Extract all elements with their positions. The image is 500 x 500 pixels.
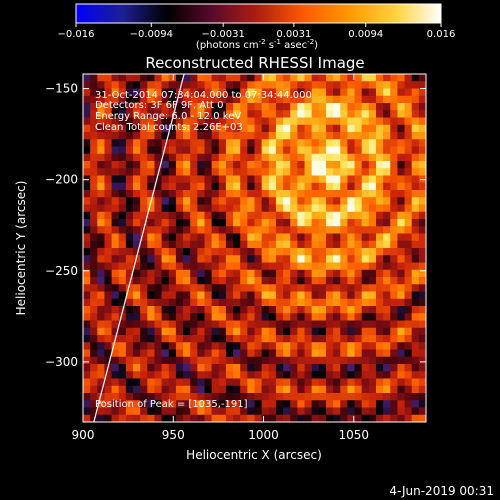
colorbar-units: (photons cm-2 s-1 asec-2) [196,38,318,51]
plot-frame [82,73,427,423]
annotation-time: 31-Oct-2014 07:34:04.000 to 07:34:44.000 [95,90,312,101]
y-axis-ticks: −150 −200 −250 −300 [45,82,426,369]
colorbar-tick-label: −0.0094 [130,29,173,40]
colorbar-tick-label: 0.0094 [348,29,383,40]
x-tick-label: 950 [162,428,185,442]
chart-title: Reconstructed RHESSI Image [145,54,364,72]
x-tick-label: 1000 [248,428,279,442]
limb-line [93,74,185,422]
annotation-clean: Clean Total counts: 2.26E+03 [95,122,243,133]
footer-date: 4-Jun-2019 00:31 [389,484,494,498]
x-axis-ticks: 900 950 1000 1050 [72,74,370,442]
x-tick-label: 900 [72,428,95,442]
colorbar-tick-label: −0.016 [57,29,94,40]
colorbar-tick-label: −0.0031 [201,29,244,40]
x-tick-label: 1050 [339,428,370,442]
annotation-block: 31-Oct-2014 07:34:04.000 to 07:34:44.000… [95,90,312,410]
y-tick-label: −200 [45,173,78,187]
heatmap-image [83,74,426,422]
y-axis-label: Heliocentric Y (arcsec) [14,181,28,316]
colorbar-tick-label: 0.0031 [276,29,311,40]
colorbar-ticks: −0.016 −0.0094 −0.0031 0.0031 0.0094 0.016 [57,23,455,40]
annotation-peak: Position of Peak = [1035,-191] [95,399,248,410]
y-tick-label: −250 [45,264,78,278]
colorbar [75,3,442,24]
colorbar-tick-label: 0.016 [427,29,456,40]
annotation-detectors: Detectors: 3F 6F 9F, Att 0 [95,100,223,111]
y-tick-label: −150 [45,82,78,96]
annotation-energy: Energy Range: 6.0 - 12.0 keV [95,111,241,122]
x-axis-label: Heliocentric X (arcsec) [186,448,322,462]
y-tick-label: −300 [45,355,78,369]
